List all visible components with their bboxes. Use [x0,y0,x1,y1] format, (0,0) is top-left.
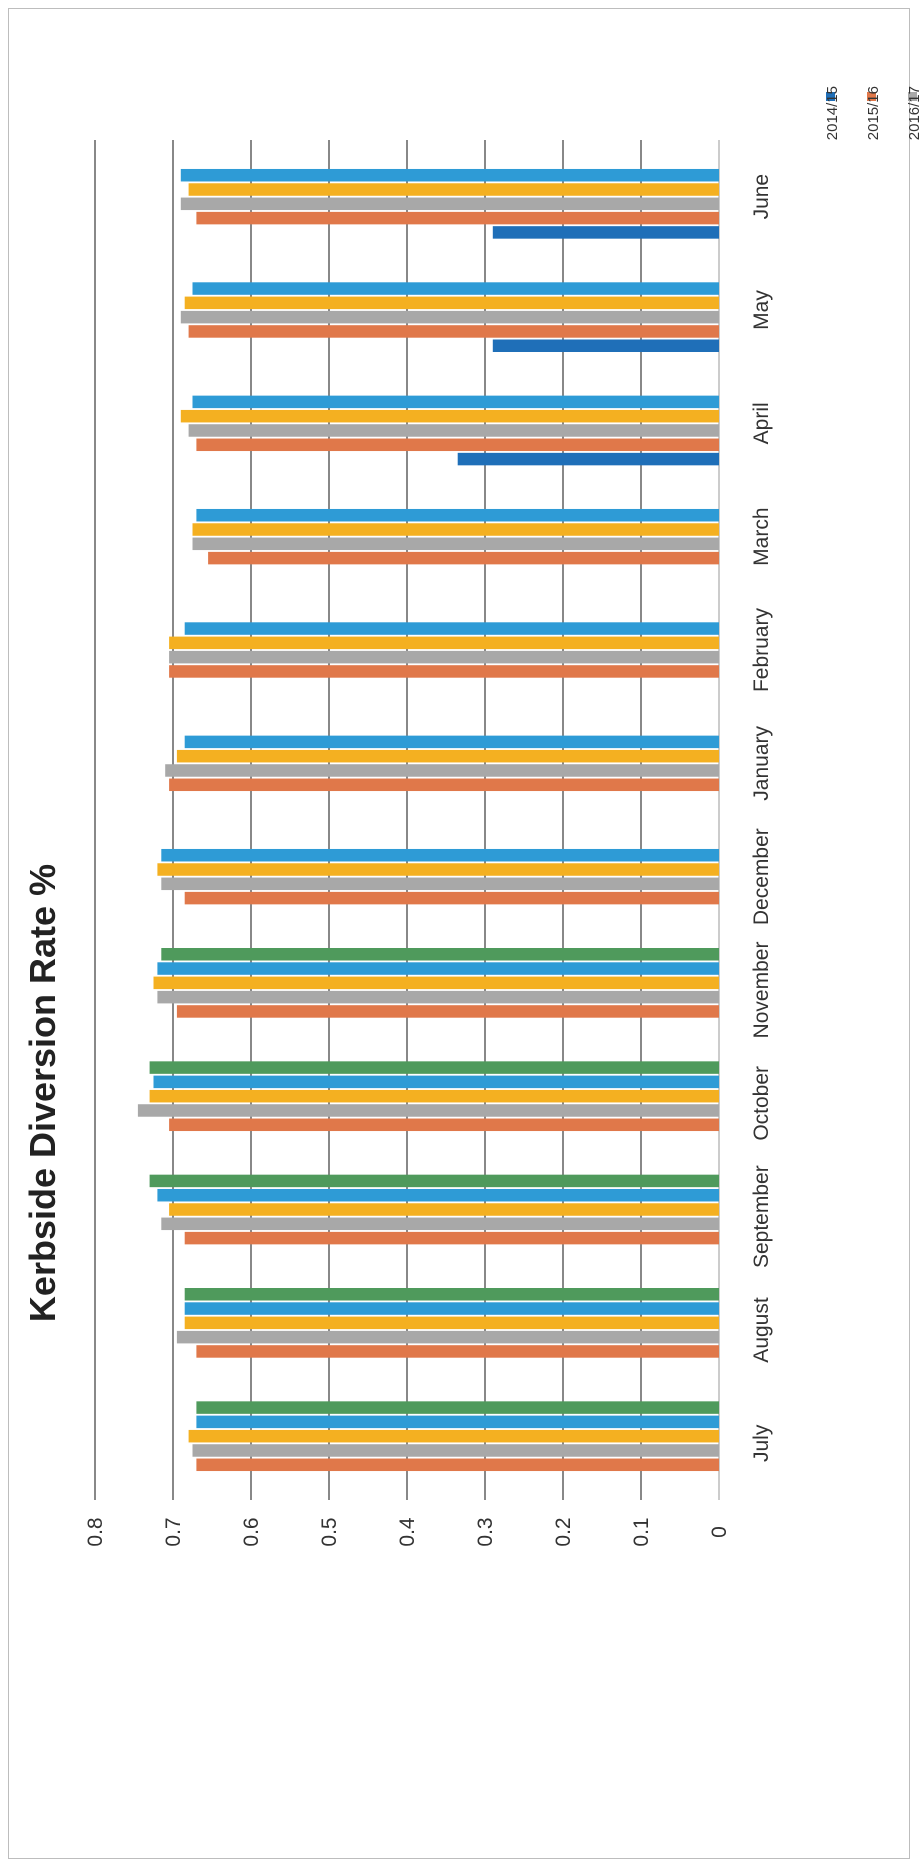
bar [169,1118,720,1132]
legend-swatch [867,92,876,101]
bar [188,183,720,196]
category-label: April [750,402,773,444]
category-label: May [750,290,773,330]
bar [161,948,720,961]
bar [192,523,719,536]
tick-label: 0 [708,1526,731,1538]
gridlines [94,140,720,1500]
bar [196,508,719,522]
tick-label: 0.5 [318,1517,341,1546]
category-label: September [750,1165,773,1268]
bar [196,1401,719,1414]
bar [169,1203,720,1216]
bar [184,1288,719,1301]
bar [196,211,719,225]
bar [153,976,719,990]
bar [196,1415,719,1429]
bar [457,452,719,466]
bar [149,1174,720,1188]
bar [184,735,719,749]
bar [192,395,719,409]
category-label: July [750,1424,773,1462]
category-label: October [750,1066,773,1141]
bar [157,1188,719,1202]
tick-label: 0.2 [552,1517,575,1546]
bar [169,636,720,650]
bar [153,1075,719,1089]
bar [149,1061,720,1074]
bar [188,325,720,338]
bar [161,877,720,891]
category-label: November [750,942,773,1039]
bar [184,622,719,635]
bar [492,226,719,239]
legend-label: 2016/17 [906,86,920,140]
tick-label: 0.3 [474,1517,497,1546]
bars [137,168,720,1472]
bar [161,1217,720,1231]
bar [196,438,719,452]
bar [149,1089,720,1103]
bar [184,891,719,905]
bar [157,863,719,876]
category-label: December [750,828,773,925]
chart-title: Kerbside Diversion Rate % [22,864,63,1322]
bar [180,409,720,423]
bar [196,1345,719,1358]
category-labels: July August September October November Decemb… [750,174,773,1462]
legend-swatch [826,92,835,101]
bar [188,424,720,437]
legend: 2014/152015/162016/172017/182018/192019/… [824,86,920,140]
bar [184,1231,719,1245]
bar [169,778,720,792]
bar [169,665,720,678]
bar [192,1444,719,1457]
category-label: January [750,725,773,800]
bar [176,1005,719,1018]
bar [208,551,719,565]
category-label: February [750,607,773,692]
legend-label: 2014/15 [824,86,841,140]
bar [176,1330,719,1344]
bar [137,1104,719,1117]
bar [180,197,720,211]
category-label: August [750,1297,773,1363]
bar [184,1316,719,1330]
legend-swatch [908,92,917,101]
value-axis-ticks: 0 0.1 0.2 0.3 0.4 0.5 0.6 0.7 0.8 [84,1517,731,1547]
bar [184,1302,719,1315]
bar [180,310,720,324]
legend-label: 2015/16 [865,86,882,140]
bar [169,650,720,664]
tick-label: 0.6 [240,1517,263,1546]
bar [165,764,719,777]
bar [180,168,720,182]
category-label: June [750,174,773,220]
tick-label: 0.4 [396,1517,419,1547]
bar [492,339,719,352]
bar [176,749,719,763]
bar [157,962,719,975]
bar [184,296,719,310]
bar [192,282,719,295]
bar [161,848,720,862]
bar [157,990,719,1004]
bar [192,537,719,551]
bar [196,1458,719,1472]
category-label: March [750,507,773,565]
tick-label: 0.1 [630,1517,653,1546]
tick-label: 0.8 [84,1517,107,1546]
bar [188,1429,720,1443]
tick-label: 0.7 [162,1517,185,1546]
